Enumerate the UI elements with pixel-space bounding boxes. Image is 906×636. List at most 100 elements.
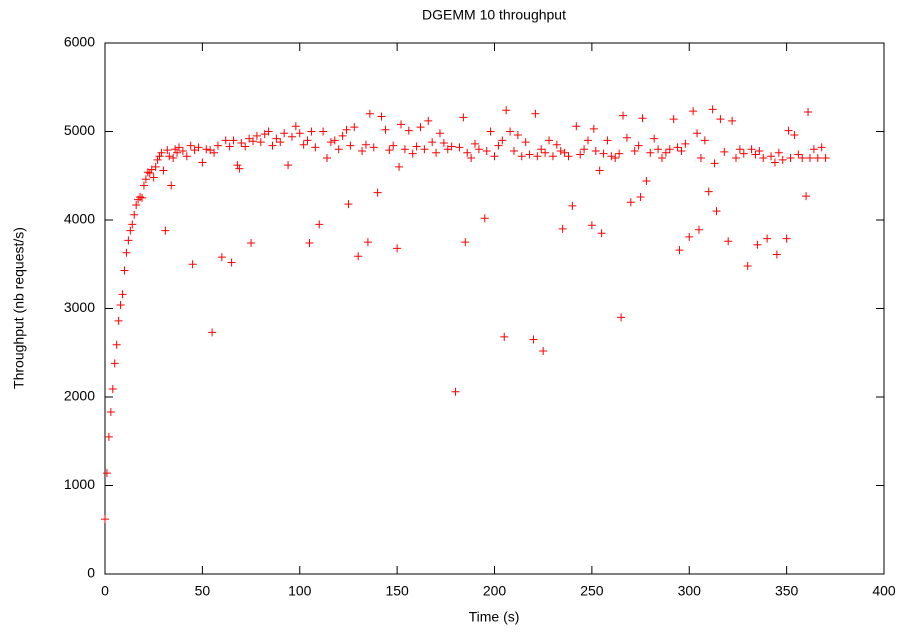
point xyxy=(213,141,222,150)
point xyxy=(247,239,256,248)
point xyxy=(101,515,109,524)
y-tick-label: 0 xyxy=(87,565,95,581)
point xyxy=(599,149,608,158)
point xyxy=(763,234,772,243)
point xyxy=(412,142,421,151)
point xyxy=(696,154,705,163)
point xyxy=(295,129,304,138)
point xyxy=(541,148,550,157)
point xyxy=(564,152,573,161)
y-tick-label: 1000 xyxy=(64,476,95,492)
point xyxy=(126,226,135,235)
point xyxy=(132,200,141,209)
point xyxy=(139,181,148,190)
point xyxy=(531,109,540,118)
point xyxy=(358,146,367,155)
point xyxy=(802,192,811,201)
point xyxy=(173,148,182,157)
point xyxy=(365,109,374,118)
point xyxy=(432,148,441,157)
y-tick-label: 4000 xyxy=(64,211,95,227)
point xyxy=(694,225,703,234)
x-tick-label: 400 xyxy=(872,583,896,599)
point xyxy=(330,136,339,145)
point xyxy=(116,300,125,309)
point xyxy=(342,125,351,134)
point xyxy=(237,139,246,148)
point xyxy=(138,193,147,202)
x-tick-label: 250 xyxy=(580,583,604,599)
point xyxy=(361,140,370,149)
point xyxy=(728,116,737,125)
point xyxy=(280,129,289,138)
point xyxy=(710,159,719,168)
point xyxy=(451,387,460,396)
point xyxy=(480,214,489,223)
point xyxy=(210,148,219,157)
point xyxy=(673,143,682,152)
point xyxy=(455,143,464,152)
point xyxy=(583,136,592,145)
point xyxy=(161,226,170,235)
point xyxy=(202,145,211,154)
point xyxy=(654,145,663,154)
point xyxy=(712,207,721,216)
point xyxy=(130,210,139,219)
point xyxy=(182,152,191,161)
x-tick-label: 0 xyxy=(101,583,109,599)
point xyxy=(198,158,207,167)
point xyxy=(424,116,433,125)
point xyxy=(307,127,316,136)
point xyxy=(622,133,631,142)
point xyxy=(395,162,404,171)
point xyxy=(486,127,495,136)
point xyxy=(646,148,655,157)
plot-frame xyxy=(104,42,885,575)
point xyxy=(642,177,651,186)
point xyxy=(363,238,372,247)
x-tick-label: 100 xyxy=(288,583,312,599)
point xyxy=(634,141,643,150)
x-tick-label: 350 xyxy=(775,583,799,599)
point xyxy=(104,432,113,441)
point xyxy=(677,146,686,155)
x-axis-label: Time (s) xyxy=(469,609,520,625)
point xyxy=(377,112,386,121)
point xyxy=(786,154,795,163)
point xyxy=(315,220,324,229)
point xyxy=(175,143,184,152)
point xyxy=(120,266,129,275)
point xyxy=(517,152,526,161)
point xyxy=(284,161,293,170)
point xyxy=(587,221,596,230)
point xyxy=(114,316,123,325)
point xyxy=(186,141,195,150)
point xyxy=(751,150,760,159)
point xyxy=(381,125,390,134)
point xyxy=(463,148,472,157)
point xyxy=(798,154,807,163)
point xyxy=(241,142,250,151)
point xyxy=(731,154,740,163)
point xyxy=(323,154,332,163)
point xyxy=(650,134,659,143)
point xyxy=(482,146,491,155)
point xyxy=(720,147,729,156)
point xyxy=(770,158,779,167)
point xyxy=(467,154,476,163)
point xyxy=(665,145,674,154)
point xyxy=(708,105,717,114)
point xyxy=(141,175,150,184)
point xyxy=(124,236,133,245)
y-axis-label: Throughput (nb request/s) xyxy=(11,227,27,389)
point xyxy=(439,139,448,148)
point xyxy=(136,192,145,201)
point xyxy=(303,136,312,145)
point xyxy=(461,238,470,247)
point xyxy=(447,142,456,151)
point xyxy=(334,145,343,154)
point xyxy=(145,169,154,178)
point xyxy=(155,152,164,161)
point xyxy=(319,127,328,136)
point xyxy=(264,127,273,136)
